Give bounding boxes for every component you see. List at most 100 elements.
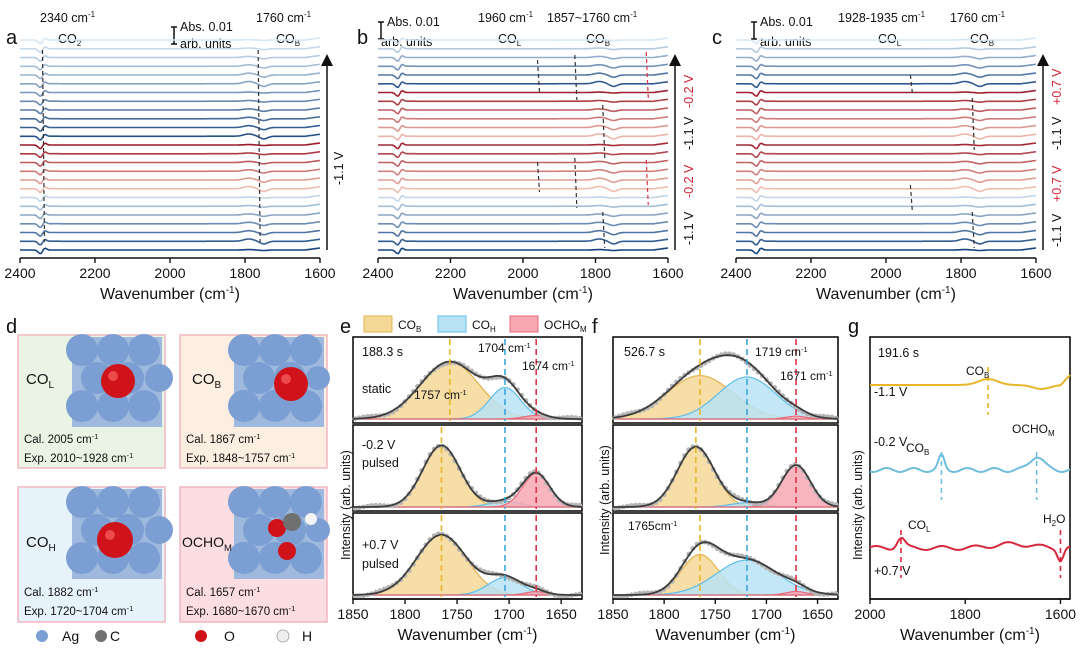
panel-label-e: e bbox=[340, 316, 351, 338]
c-spectra bbox=[736, 37, 1037, 255]
spectrum-trace bbox=[378, 168, 669, 176]
spectrum-trace bbox=[378, 221, 669, 228]
spectrum-trace bbox=[378, 229, 669, 237]
spectrum-trace bbox=[20, 238, 321, 246]
panel-a: a 2340 cm-1 CO2 Abs. 0.01 arb. units 176… bbox=[4, 10, 346, 303]
coh-oxygen-atom bbox=[97, 522, 133, 558]
spectrum-trace bbox=[736, 80, 1037, 88]
spectrum-trace bbox=[20, 177, 321, 185]
x-tick-label: 2000 bbox=[154, 265, 185, 281]
ocho-label: OCHOM bbox=[182, 534, 232, 554]
spectrum-trace bbox=[736, 194, 1037, 202]
col-cal: Cal. 2005 cm-1 bbox=[24, 432, 98, 446]
fit-envelope bbox=[613, 541, 839, 596]
cob-oxygen-atom bbox=[274, 367, 308, 401]
spectrum-trace bbox=[736, 107, 1037, 115]
x-tick-label: 1600 bbox=[652, 265, 683, 281]
panel-label-d: d bbox=[6, 316, 17, 338]
x-tick-label: 2000 bbox=[870, 265, 901, 281]
fit-envelope bbox=[352, 533, 582, 596]
e-time: 188.3 s bbox=[362, 345, 403, 359]
g-time: 191.6 s bbox=[878, 346, 919, 360]
c-side-label-3: +0.7 V bbox=[1050, 165, 1064, 202]
panel-label-c: c bbox=[712, 27, 722, 49]
g-cob-label-2: COB bbox=[906, 441, 929, 457]
c-annotation-col: COL bbox=[878, 32, 902, 48]
peak-marker bbox=[971, 97, 975, 151]
spectrum-trace bbox=[20, 212, 321, 220]
spectrum-trace bbox=[378, 177, 669, 185]
x-tick-label: 1800 bbox=[229, 265, 260, 281]
x-tick-label: 1600 bbox=[304, 265, 335, 281]
x-tick-label: 1600 bbox=[1045, 606, 1076, 622]
a-annotation-co2-wavenumber: 2340 cm-1 bbox=[40, 10, 96, 25]
c-side-label-4: -1.1 V bbox=[1050, 213, 1064, 247]
panel-c: c Abs. 0.01 arb. units 1928-1935 cm-1 CO… bbox=[712, 10, 1064, 303]
spectrum-trace bbox=[736, 124, 1037, 132]
spectrum-trace bbox=[20, 185, 321, 193]
f-peak-1719: 1719 cm-1 bbox=[755, 345, 808, 359]
spectrum-trace bbox=[736, 142, 1037, 150]
x-tick-label: 1850 bbox=[597, 606, 628, 622]
x-tick-label: 1700 bbox=[494, 606, 525, 622]
spectrum-trace bbox=[736, 151, 1037, 158]
spectrum-trace bbox=[20, 124, 321, 132]
spectrum-trace bbox=[20, 116, 321, 123]
a-x-axis: 2400 2200 2000 1800 1600 Wavenumber (cm-1) bbox=[4, 257, 336, 303]
svg-text:arb. units: arb. units bbox=[381, 35, 432, 49]
x-tick-label: 2400 bbox=[362, 265, 393, 281]
spectrum-trace bbox=[378, 142, 669, 150]
a-voltage-arrow: -1.1 V bbox=[321, 54, 346, 250]
spectrum-trace bbox=[20, 98, 321, 106]
e-peak-1757: 1757 cm-1 bbox=[414, 388, 467, 402]
panel-f: f 526.7 s 1719 cm-1 1671 cm-1 1765cm-1 I… bbox=[592, 316, 839, 644]
legend-ag: Ag bbox=[62, 628, 79, 644]
x-tick-label: 2200 bbox=[795, 265, 826, 281]
peak-marker bbox=[909, 74, 913, 94]
b-spectra bbox=[378, 37, 669, 255]
x-tick-label: 1850 bbox=[337, 606, 368, 622]
peak-marker bbox=[602, 211, 606, 249]
a-annotation-cob: COB bbox=[276, 32, 300, 48]
atom-legend: Ag C O H bbox=[36, 628, 312, 644]
card-coh: COH Cal. 1882 cm-1 Exp. 1720~1704 cm-1 bbox=[17, 486, 173, 623]
x-tick-label: 1800 bbox=[580, 265, 611, 281]
f-x-axis: 1850 1800 1750 1700 1650 Wavenumber (cm-1) bbox=[597, 598, 838, 644]
spectrum-trace bbox=[378, 54, 669, 62]
spectrum-trace bbox=[20, 133, 321, 141]
x-axis-label: Wavenumber (cm-1) bbox=[453, 285, 593, 303]
legend-c: C bbox=[110, 628, 120, 644]
panel-d: d COL Cal. 2005 cm-1 Exp. 2010~1928 cm-1 bbox=[6, 316, 330, 644]
x-tick-label: 1750 bbox=[700, 606, 731, 622]
c-side-label-1: +0.7 V bbox=[1050, 68, 1064, 105]
spectrum-trace bbox=[20, 37, 321, 45]
spectrum-trace bbox=[378, 212, 669, 220]
peak-marker bbox=[602, 104, 606, 159]
panel-label-a: a bbox=[6, 27, 18, 49]
c-scale-bar: Abs. 0.01 arb. units bbox=[751, 15, 813, 49]
g-trace-2 bbox=[869, 452, 1071, 474]
legend-o: O bbox=[224, 628, 235, 644]
cob-exp: Exp. 1848~1757 cm-1 bbox=[186, 451, 295, 465]
panel-label-g: g bbox=[848, 316, 859, 338]
x-axis-label: Wavenumber (cm-1) bbox=[900, 626, 1040, 644]
peak-marker bbox=[971, 211, 975, 249]
c-annotation-cob-wavenumber: 1760 cm-1 bbox=[950, 10, 1006, 25]
spectrum-trace bbox=[378, 37, 669, 45]
x-tick-label: 2000 bbox=[507, 265, 538, 281]
c-annotation-col-wavenumber: 1928-1935 cm-1 bbox=[838, 10, 926, 25]
e-x-axis: 1850 1800 1750 1700 1650 Wavenumber (cm-1) bbox=[337, 598, 582, 644]
e-bot-pulsed: pulsed bbox=[362, 557, 399, 571]
spectrum-trace bbox=[20, 54, 321, 62]
spectrum-trace bbox=[378, 89, 669, 97]
spectrum-trace bbox=[20, 89, 321, 97]
peak-marker bbox=[574, 157, 578, 209]
spectrum-trace bbox=[736, 159, 1037, 167]
spectrum-trace bbox=[20, 80, 321, 88]
g-x-axis: 2000 1800 1600 Wavenumber (cm-1) bbox=[854, 598, 1076, 644]
e-legend-cob: COB bbox=[398, 318, 421, 334]
spectrum-trace bbox=[378, 185, 669, 193]
x-axis-label: Wavenumber (cm-1) bbox=[398, 626, 538, 644]
peak-marker bbox=[645, 159, 649, 206]
spectrum-trace bbox=[378, 159, 669, 167]
